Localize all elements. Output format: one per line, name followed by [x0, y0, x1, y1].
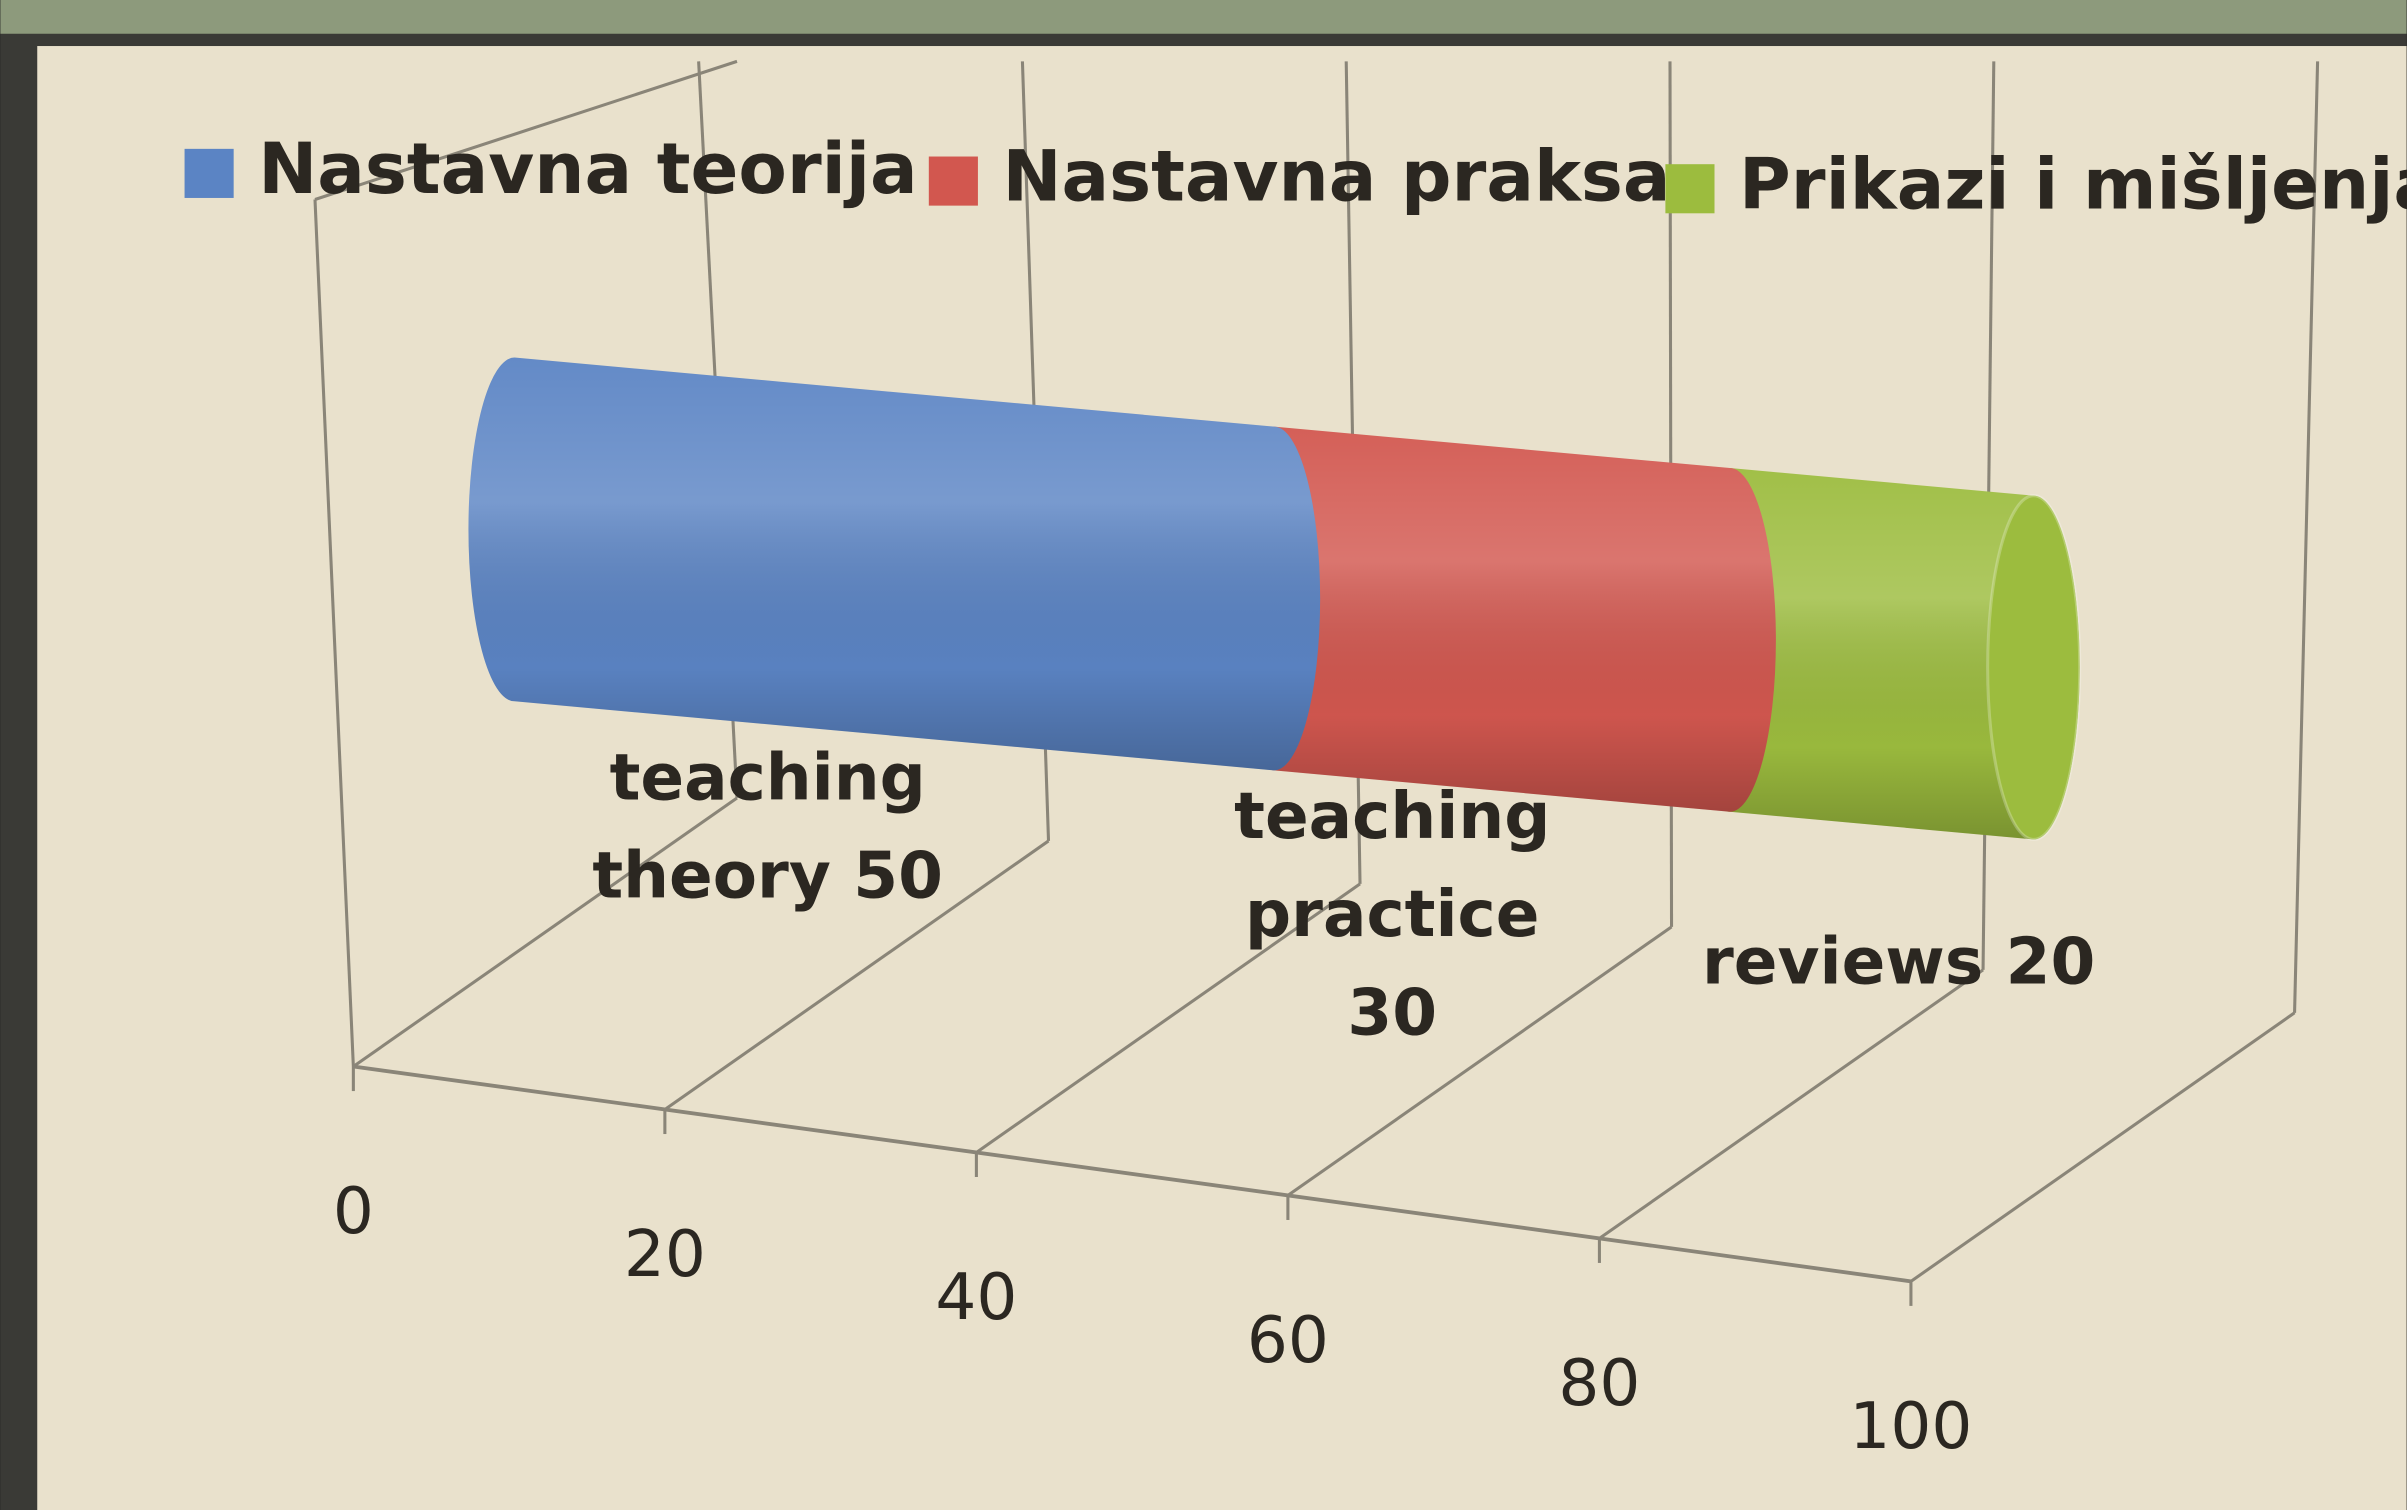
- x-tick-label: 100: [1849, 1389, 1972, 1464]
- data-label-box: teaching practice 30: [1223, 767, 1561, 1105]
- x-tick-label: 40: [935, 1260, 1017, 1335]
- chart: 0 20 40 60 80 100 teaching theory 50 teaching …: [0, 0, 2407, 1510]
- bar-shading: [468, 358, 1320, 771]
- data-label-box: reviews 20: [1653, 913, 2144, 1251]
- photo-background: [0, 0, 2406, 34]
- bar-end-cap: [1988, 496, 2080, 840]
- data-label: teaching practice 30: [1223, 767, 1561, 1062]
- legend-label: Prikazi i mišljenja: [1739, 142, 2407, 225]
- x-tick-label: 80: [1558, 1346, 1640, 1421]
- page: 0 20 40 60 80 100 teaching theory 50 teaching …: [0, 0, 2407, 1510]
- legend-swatch: [1665, 164, 1714, 213]
- x-tick-label: 20: [624, 1217, 706, 1292]
- data-label: reviews 20: [1653, 913, 2144, 1011]
- data-label-box: teaching theory 50: [568, 729, 967, 1067]
- legend-swatch: [929, 157, 978, 206]
- legend-swatch: [185, 149, 234, 198]
- legend-label: Nastavna praksa: [1002, 135, 1670, 218]
- legend-label: Nastavna teorija: [258, 127, 917, 210]
- x-tick-label: 60: [1247, 1303, 1329, 1378]
- x-tick-label: 0: [333, 1174, 374, 1249]
- data-label: teaching theory 50: [568, 729, 967, 925]
